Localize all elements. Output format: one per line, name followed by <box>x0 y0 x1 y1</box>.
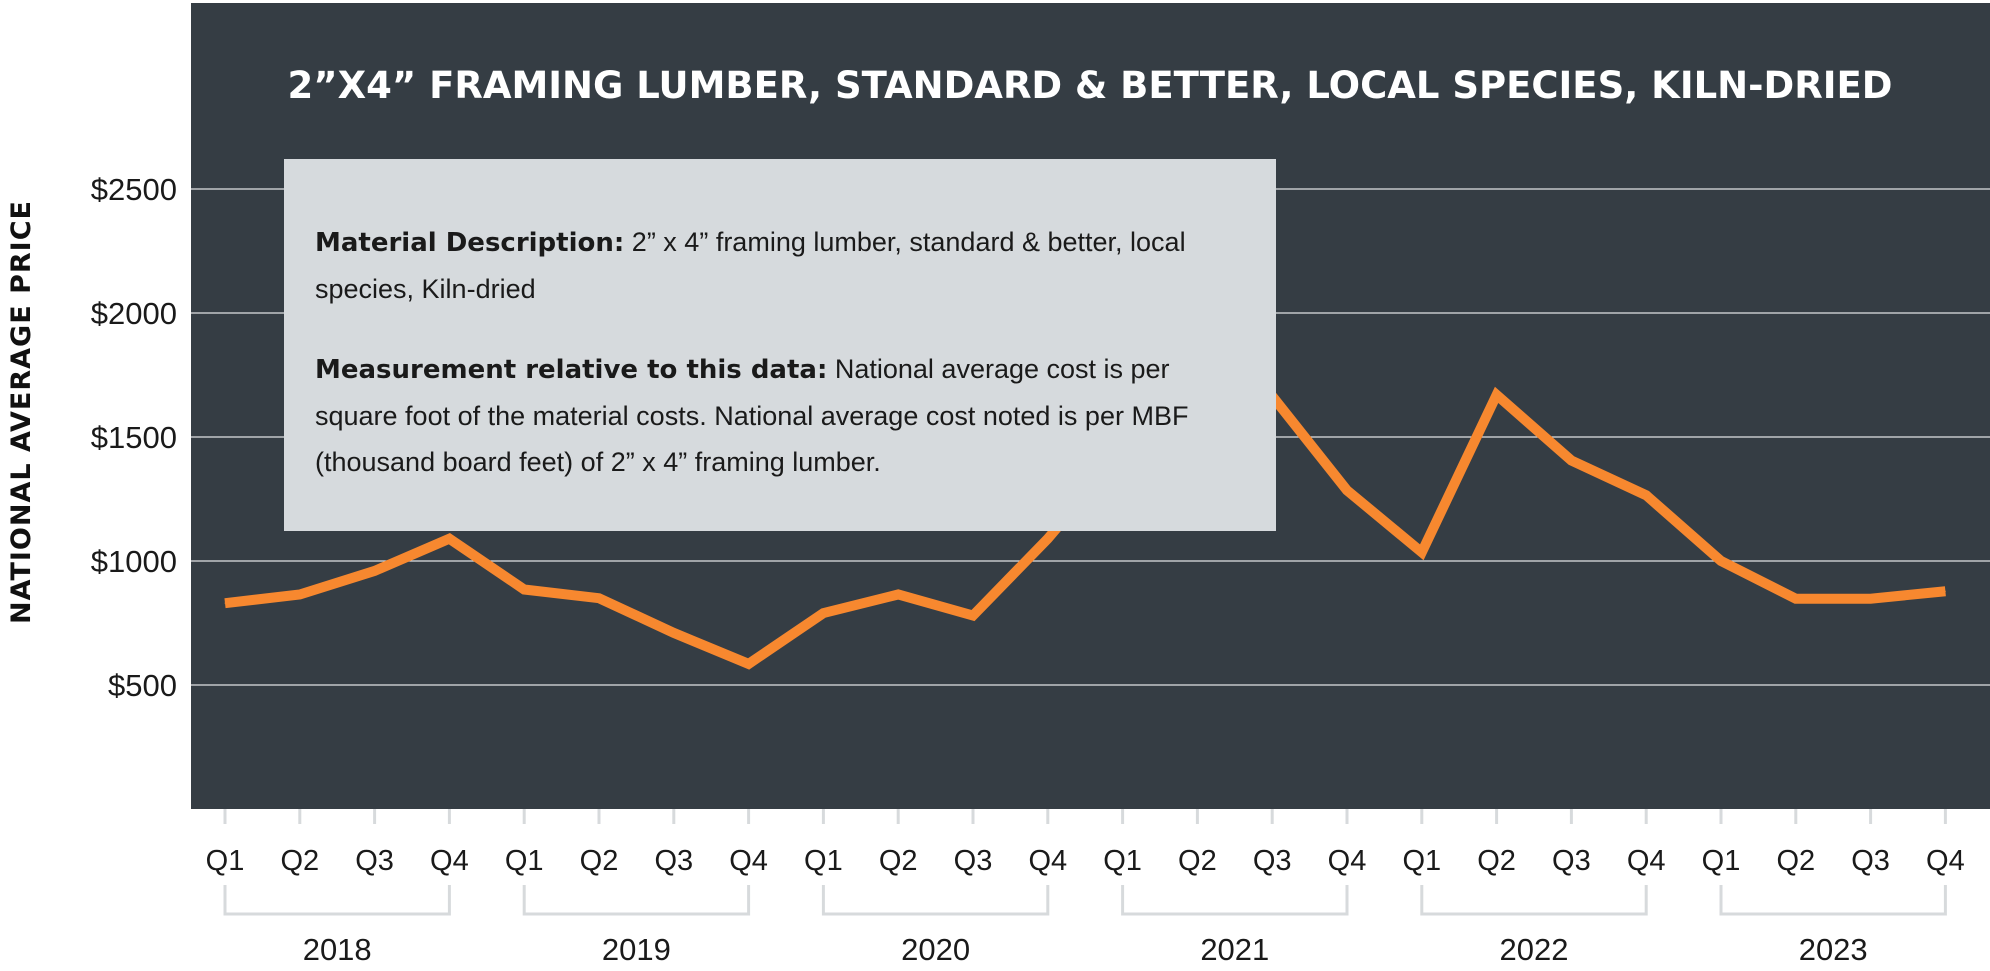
data-point <box>374 570 376 572</box>
data-point <box>972 615 974 617</box>
x-tick-label: Q1 <box>1702 845 1741 877</box>
data-point <box>448 538 450 540</box>
data-point <box>1421 551 1423 553</box>
x-tick-label: Q1 <box>1103 845 1142 877</box>
x-tick-label: Q1 <box>804 845 843 877</box>
data-point <box>1346 489 1348 491</box>
year-label: 2019 <box>602 932 671 967</box>
data-point <box>1570 460 1572 462</box>
data-point <box>1645 494 1647 496</box>
data-point <box>1795 598 1797 600</box>
data-description-note: Material Description: 2” x 4” framing lu… <box>284 159 1276 531</box>
y-tick-label: $1500 <box>91 420 177 455</box>
data-point <box>523 589 525 591</box>
y-tick-label: $2000 <box>91 296 177 331</box>
data-point <box>673 632 675 634</box>
data-point <box>224 602 226 604</box>
measurement-description-label: Measurement relative to this data: <box>315 355 828 385</box>
x-tick-label: Q3 <box>1552 845 1591 877</box>
x-tick-label: Q2 <box>879 845 918 877</box>
x-tick-label: Q1 <box>505 845 544 877</box>
x-tick-label: Q2 <box>1477 845 1516 877</box>
x-tick-label: Q3 <box>954 845 993 877</box>
data-point <box>1944 590 1946 592</box>
chart-title: 2”X4” FRAMING LUMBER, STANDARD & BETTER,… <box>288 64 1893 107</box>
x-tick-label: Q2 <box>280 845 319 877</box>
data-point <box>1870 598 1872 600</box>
material-description-label: Material Description: <box>315 228 625 258</box>
data-point <box>822 612 824 614</box>
x-tick-label: Q3 <box>1253 845 1292 877</box>
x-tick-label: Q1 <box>1402 845 1441 877</box>
x-tick-label: Q2 <box>1178 845 1217 877</box>
y-tick-label: $1000 <box>91 544 177 579</box>
x-tick-label: Q3 <box>654 845 693 877</box>
year-bracket <box>223 885 451 916</box>
x-tick-label: Q2 <box>1776 845 1815 877</box>
x-axis: Q1 Q2 Q3 Q4 Q1 Q2 Q3 Q4 Q1 Q2 Q3 Q4 Q1 Q2 Q3 Q4 Q1 Q2 Q3 Q4… <box>206 809 1965 967</box>
data-point <box>748 663 750 665</box>
x-tick-label: Q4 <box>1926 845 1965 877</box>
year-bracket <box>1420 885 1648 916</box>
data-point <box>598 597 600 599</box>
year-label: 2023 <box>1799 932 1868 967</box>
x-tick-label: Q2 <box>580 845 619 877</box>
year-label: 2021 <box>1200 932 1269 967</box>
x-tick-label: Q4 <box>430 845 469 877</box>
data-point <box>1496 394 1498 396</box>
x-tick-label: Q3 <box>1851 845 1890 877</box>
data-point <box>897 593 899 595</box>
year-label: 2020 <box>901 932 970 967</box>
y-axis-title: NATIONAL AVERAGE PRICE <box>6 200 37 624</box>
year-label: 2018 <box>303 932 372 967</box>
year-bracket <box>821 885 1050 916</box>
data-point <box>1047 538 1049 540</box>
year-bracket <box>522 885 751 916</box>
year-bracket <box>1121 885 1349 916</box>
year-bracket <box>1719 885 1947 916</box>
x-tick-label: Q4 <box>1028 845 1067 877</box>
data-point <box>299 593 301 595</box>
measurement-description: Measurement relative to this data: Natio… <box>315 346 1246 485</box>
material-description: Material Description: 2” x 4” framing lu… <box>315 219 1246 312</box>
y-tick-label: $2500 <box>91 172 177 207</box>
data-point <box>1720 560 1722 562</box>
x-tick-label: Q1 <box>206 845 245 877</box>
x-tick-label: Q3 <box>355 845 394 877</box>
y-axis-ticks: $500 $1000 $1500 $2000 $2500 <box>91 172 177 703</box>
x-tick-label: Q4 <box>729 845 768 877</box>
material-description-text: 2” x 4” framing lumber, standard & bette… <box>315 227 1186 304</box>
y-tick-label: $500 <box>108 668 177 703</box>
measurement-description-text: National average cost is per square foot… <box>315 354 1189 477</box>
x-tick-label: Q4 <box>1627 845 1666 877</box>
year-label: 2022 <box>1500 932 1569 967</box>
x-tick-label: Q4 <box>1328 845 1367 877</box>
